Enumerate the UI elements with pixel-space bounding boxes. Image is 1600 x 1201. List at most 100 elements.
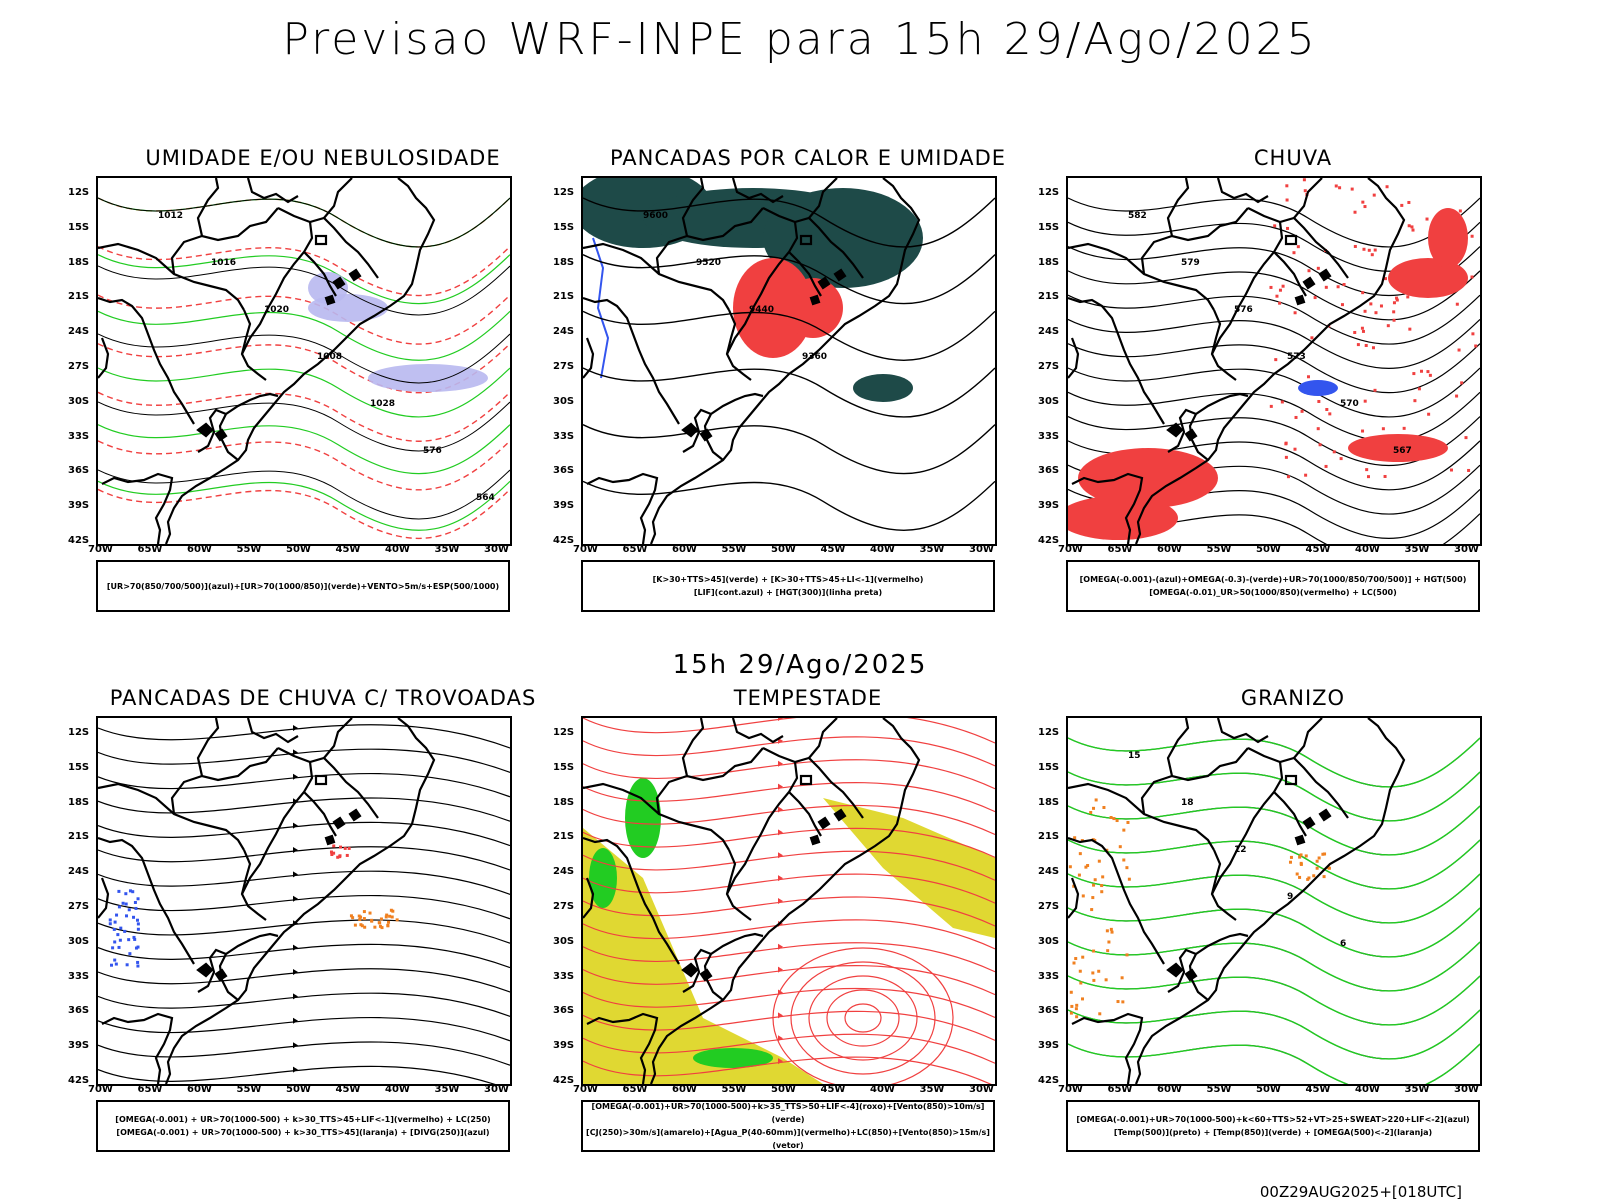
- lon-tick-label: 30W: [1454, 544, 1479, 555]
- map-plot: 1012 1016 1020 1008 1028 576 564: [96, 176, 512, 546]
- legend-line: [OMEGA(-0.001) + UR>70(1000-500) + k>30_…: [115, 1115, 491, 1124]
- contour-label: 9440: [749, 305, 774, 315]
- legend-box: [UR>70(850/700/500)](azul)+[UR>70(1000/8…: [96, 560, 510, 612]
- lat-tick-label: 27S: [553, 901, 575, 912]
- lat-tick-label: 36S: [1038, 1005, 1060, 1017]
- lat-tick-label: 33S: [553, 430, 575, 442]
- lat-tick-label: 18S: [1038, 256, 1060, 268]
- lat-tick-label: 42S: [1038, 535, 1060, 546]
- lon-tick-label: 40W: [870, 1084, 895, 1095]
- lon-tick-label: 50W: [771, 544, 796, 555]
- map-plot: 582 579 576 573 570 567: [1066, 176, 1482, 546]
- lat-tick-label: 27S: [553, 361, 575, 372]
- lon-tick-label: 70W: [573, 544, 598, 555]
- lat-tick-label: 42S: [68, 535, 90, 546]
- lat-tick-label: 24S: [68, 326, 90, 338]
- lon-tick-label: 30W: [969, 1084, 994, 1095]
- lon-tick-label: 60W: [187, 544, 212, 555]
- legend-line: [OMEGA(-0.001) + UR>70(1000-500) + k>30_…: [116, 1128, 490, 1137]
- lon-tick-label: 45W: [335, 544, 361, 555]
- contour-label: 15: [1128, 751, 1141, 761]
- lat-tick-label: 39S: [68, 500, 90, 512]
- lon-tick-label: 30W: [484, 1084, 509, 1095]
- lat-tick-label: 12S: [68, 727, 90, 738]
- legend-line: [Temp(500)](preto) + [Temp(850)](verde) …: [1113, 1128, 1433, 1137]
- lat-tick-label: 15S: [553, 761, 575, 773]
- lon-tick-label: 45W: [820, 544, 846, 555]
- lon-tick-label: 35W: [1404, 544, 1430, 555]
- lon-tick-label: 35W: [919, 544, 945, 555]
- lat-tick-label: 12S: [553, 187, 575, 198]
- lon-tick-label: 30W: [969, 544, 994, 555]
- map-panel: CHUVA 582 579 576 573 570 567 12S 15S 18S 21S 24S 2…: [1038, 146, 1528, 626]
- contour-label: 1008: [317, 352, 342, 362]
- lat-tick-label: 39S: [553, 500, 575, 512]
- lon-tick-label: 50W: [1256, 1084, 1281, 1095]
- contour-label: 1016: [211, 258, 236, 268]
- lat-tick-label: 39S: [1038, 500, 1060, 512]
- lat-tick-label: 21S: [553, 291, 575, 303]
- lat-tick-label: 30S: [1038, 935, 1060, 947]
- lat-tick-label: 42S: [68, 1075, 90, 1086]
- legend-line: [K>30+TTS>45](verde) + [K>30+TTS>45+LI<-…: [652, 575, 924, 584]
- lon-tick-label: 55W: [236, 1084, 262, 1095]
- lat-tick-label: 18S: [1038, 796, 1060, 808]
- legend-line: [OMEGA(-0.001)+UR>70(1000-500)+k<60+TTS>…: [1076, 1115, 1470, 1124]
- lat-tick-label: 15S: [1038, 221, 1060, 233]
- lat-tick-label: 30S: [68, 935, 90, 947]
- lon-tick-label: 65W: [137, 544, 163, 555]
- contour-label: 1020: [264, 305, 289, 315]
- contour-label: 573: [1287, 352, 1306, 362]
- contour-label: 9: [1287, 892, 1293, 902]
- map-panel: GRANIZO 15 18 12 9 6 12S 15S 18S 21S 24S 27S 30S 33S…: [1038, 686, 1528, 1166]
- lat-tick-label: 12S: [1038, 187, 1060, 198]
- panel-title: PANCADAS POR CALOR E UMIDADE: [609, 146, 1007, 170]
- lat-tick-label: 39S: [68, 1040, 90, 1052]
- map-plot: 15 18 12 9 6: [1066, 716, 1482, 1086]
- map-plot: 9600 9520 9440 9360: [581, 176, 997, 546]
- panel-title: CHUVA: [1253, 146, 1333, 170]
- lon-tick-label: 35W: [919, 1084, 945, 1095]
- legend-box: [K>30+TTS>45](verde) + [K>30+TTS>45+LI<-…: [581, 560, 995, 612]
- map-panel: UMIDADE E/OU NEBULOSIDADE 1012 1016 1020 10…: [68, 146, 558, 626]
- lon-tick-label: 65W: [137, 1084, 163, 1095]
- lon-tick-label: 55W: [236, 544, 262, 555]
- legend-box: [OMEGA(-0.001)-(azul)+OMEGA(-0.3)-(verde…: [1066, 560, 1480, 612]
- lon-tick-label: 55W: [721, 544, 747, 555]
- lon-tick-label: 45W: [1305, 544, 1331, 555]
- mid-date-label: 15h 29/Ago/2025: [672, 650, 928, 680]
- lat-tick-label: 27S: [1038, 901, 1060, 912]
- lat-tick-label: 18S: [68, 256, 90, 268]
- lat-tick-label: 15S: [68, 221, 90, 233]
- lat-tick-label: 15S: [1038, 761, 1060, 773]
- lat-tick-label: 42S: [553, 1075, 575, 1086]
- contour-label: 12: [1234, 845, 1247, 855]
- lat-tick-label: 21S: [1038, 831, 1060, 843]
- lat-tick-label: 12S: [68, 187, 90, 198]
- lat-tick-label: 42S: [1038, 1075, 1060, 1086]
- contour-label: 9520: [696, 258, 721, 268]
- lat-tick-label: 39S: [553, 1040, 575, 1052]
- panel-title: PANCADAS DE CHUVA C/ TROVOADAS: [109, 686, 537, 710]
- contour-label: 579: [1181, 258, 1200, 268]
- map-panel: PANCADAS DE CHUVA C/ TROVOADAS 12S 15S 18S…: [68, 686, 558, 1166]
- legend-line: [OMEGA(-0.01)_UR>50(1000/850)(vermelho) …: [1149, 588, 1397, 597]
- lat-tick-label: 39S: [1038, 1040, 1060, 1052]
- map-panel: TEMPESTADE 12S 15S 18S 21S 24S 27S 30S 33S 36S 39…: [553, 686, 1043, 1166]
- lat-tick-label: 30S: [1038, 395, 1060, 407]
- lon-tick-label: 55W: [721, 1084, 747, 1095]
- contour-label: 6: [1340, 939, 1346, 949]
- lon-tick-label: 65W: [622, 544, 648, 555]
- panel-title: GRANIZO: [1240, 686, 1346, 710]
- lat-tick-label: 24S: [1038, 326, 1060, 338]
- run-time-footer: 00Z29AUG2025+[018UTC]: [1259, 1183, 1462, 1201]
- lon-tick-label: 35W: [1404, 1084, 1430, 1095]
- map-panel: PANCADAS POR CALOR E UMIDADE 9600 9520 944…: [553, 146, 1043, 626]
- contour-label: 567: [1393, 446, 1412, 456]
- contour-label: 18: [1181, 798, 1194, 808]
- lat-tick-label: 36S: [68, 465, 90, 477]
- lat-tick-label: 30S: [553, 935, 575, 947]
- lat-tick-label: 24S: [553, 326, 575, 338]
- lon-tick-label: 30W: [1454, 1084, 1479, 1095]
- lon-tick-label: 70W: [1058, 544, 1083, 555]
